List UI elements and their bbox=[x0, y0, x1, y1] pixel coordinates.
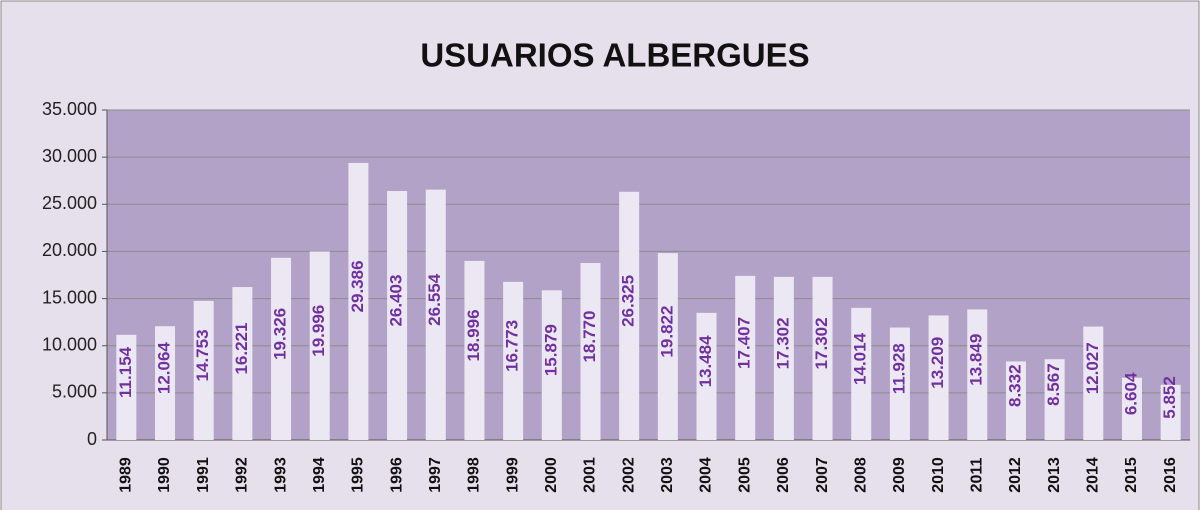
x-tick-label: 2013 bbox=[1046, 457, 1063, 493]
value-label: 14.753 bbox=[193, 329, 212, 381]
x-tick-label: 1995 bbox=[350, 457, 367, 493]
value-label: 26.325 bbox=[619, 275, 638, 327]
y-tick-label: 30.000 bbox=[42, 146, 97, 166]
value-label: 29.386 bbox=[348, 260, 367, 312]
x-tick-label: 1998 bbox=[466, 457, 483, 493]
bar bbox=[271, 257, 292, 440]
bar bbox=[464, 260, 485, 440]
x-tick-label: 2007 bbox=[814, 457, 831, 493]
value-label: 5.852 bbox=[1160, 376, 1179, 419]
bar bbox=[1044, 359, 1065, 440]
value-label: 17.302 bbox=[812, 317, 831, 369]
x-tick-label: 1992 bbox=[234, 457, 251, 493]
x-tick-label: 2014 bbox=[1085, 457, 1102, 493]
x-tick-label: 1993 bbox=[272, 457, 289, 493]
value-label: 6.604 bbox=[1121, 372, 1140, 415]
bar bbox=[619, 191, 640, 440]
x-tick-label: 2010 bbox=[930, 457, 947, 493]
value-label: 13.209 bbox=[928, 337, 947, 389]
bar bbox=[812, 276, 833, 440]
y-tick-label: 5.000 bbox=[52, 382, 97, 402]
bar bbox=[1083, 326, 1104, 440]
value-label: 16.773 bbox=[503, 320, 522, 372]
y-tick-label: 25.000 bbox=[42, 193, 97, 213]
value-label: 19.326 bbox=[271, 308, 290, 360]
x-tick-label: 1999 bbox=[504, 457, 521, 493]
bar bbox=[309, 251, 330, 440]
x-tick-label: 1994 bbox=[311, 457, 328, 493]
bar bbox=[1160, 384, 1181, 440]
x-tick-label: 2009 bbox=[891, 457, 908, 493]
bar bbox=[1121, 377, 1142, 440]
bar bbox=[773, 276, 794, 440]
value-label: 12.064 bbox=[155, 342, 174, 395]
bar bbox=[657, 253, 678, 440]
x-tick-label: 2003 bbox=[659, 457, 676, 493]
y-tick-label: 20.000 bbox=[42, 240, 97, 260]
bar bbox=[851, 307, 872, 440]
x-tick-label: 2006 bbox=[775, 457, 792, 493]
x-tick-label: 2011 bbox=[968, 458, 985, 493]
value-label: 8.332 bbox=[1005, 364, 1024, 407]
x-tick-label: 2008 bbox=[852, 457, 869, 493]
value-label: 18.996 bbox=[464, 309, 483, 361]
value-label: 13.484 bbox=[696, 335, 715, 388]
x-tick-label: 2016 bbox=[1162, 457, 1179, 493]
bar bbox=[696, 312, 717, 440]
x-tick-label: 2012 bbox=[1007, 457, 1024, 493]
bar bbox=[889, 327, 910, 440]
bar bbox=[928, 315, 949, 440]
plot-area bbox=[107, 110, 1190, 440]
bar bbox=[116, 334, 137, 440]
x-tick-label: 1996 bbox=[388, 457, 405, 493]
value-label: 19.996 bbox=[309, 305, 328, 357]
chart-title: USUARIOS ALBERGUES bbox=[420, 37, 809, 74]
value-label: 11.928 bbox=[889, 343, 908, 394]
y-tick-label: 10.000 bbox=[42, 334, 97, 354]
x-tick-label: 1997 bbox=[427, 457, 444, 493]
bar bbox=[348, 162, 369, 440]
bar bbox=[503, 281, 524, 440]
bar bbox=[193, 300, 214, 440]
x-tick-label: 2004 bbox=[698, 457, 715, 493]
bar bbox=[735, 275, 756, 440]
x-tick-label: 1989 bbox=[118, 457, 135, 493]
value-label: 11.154 bbox=[116, 346, 135, 398]
bar bbox=[155, 326, 176, 440]
value-label: 14.014 bbox=[851, 332, 870, 385]
value-label: 17.302 bbox=[773, 317, 792, 369]
x-tick-label: 2000 bbox=[543, 457, 560, 493]
y-tick-label: 0 bbox=[87, 429, 97, 449]
value-label: 8.567 bbox=[1044, 363, 1063, 406]
value-label: 26.554 bbox=[425, 273, 444, 326]
value-label: 18.770 bbox=[580, 311, 599, 363]
y-tick-label: 15.000 bbox=[42, 287, 97, 307]
value-label: 13.849 bbox=[967, 334, 986, 386]
value-label: 12.027 bbox=[1083, 342, 1102, 394]
bar bbox=[967, 309, 988, 440]
y-tick-label: 35.000 bbox=[42, 99, 97, 119]
bar bbox=[580, 263, 601, 440]
x-tick-label: 1990 bbox=[156, 457, 173, 493]
value-label: 26.403 bbox=[387, 275, 406, 327]
value-label: 17.407 bbox=[735, 317, 754, 369]
value-label: 15.879 bbox=[541, 324, 560, 376]
bar bbox=[541, 290, 562, 440]
bar bbox=[387, 191, 408, 440]
value-label: 19.822 bbox=[657, 306, 676, 358]
x-tick-label: 1991 bbox=[195, 457, 212, 493]
x-tick-label: 2015 bbox=[1123, 457, 1140, 493]
bar bbox=[1005, 361, 1026, 440]
x-tick-label: 2005 bbox=[736, 457, 753, 493]
x-tick-label: 2002 bbox=[620, 457, 637, 493]
value-label: 16.221 bbox=[232, 323, 251, 375]
bar bbox=[425, 189, 446, 440]
bar bbox=[232, 287, 253, 440]
x-tick-label: 2001 bbox=[582, 457, 599, 493]
